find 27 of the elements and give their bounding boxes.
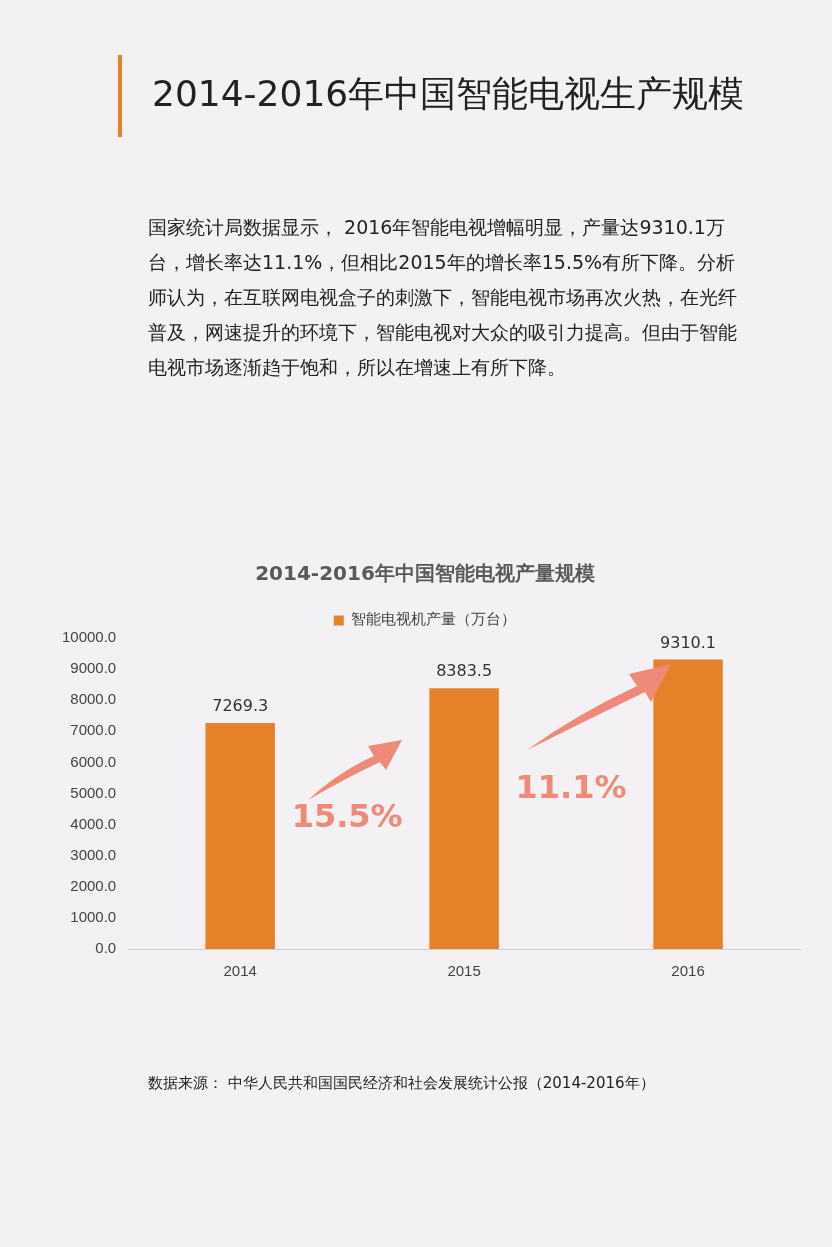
- y-tick-label: 4000.0: [70, 814, 117, 832]
- chart-title: 2014-2016年中国智能电视产量规模: [255, 561, 595, 586]
- annotation: 11.1%: [515, 767, 627, 806]
- bar: [429, 688, 499, 949]
- data-label: 8383.5: [436, 661, 493, 681]
- bar: [205, 722, 275, 949]
- data-label: 7269.3: [212, 696, 269, 716]
- text: 2014-2016年中国智能电视生产规模: [152, 72, 745, 116]
- y-tick-label: 8000.0: [70, 690, 117, 708]
- y-tick-label: 2000.0: [70, 876, 117, 894]
- y-tick-label: 7000.0: [70, 721, 117, 739]
- data-label: 9310.1: [660, 632, 717, 652]
- source-note: 数据来源： 中华人民共和国国民经济和社会发展统计公报（2014-2016年）: [148, 1074, 655, 1093]
- legend-label: 智能电视机产量（万台）: [351, 610, 517, 629]
- y-tick-label: 0.0: [95, 939, 117, 957]
- x-tick-label: 2014: [223, 962, 257, 980]
- bar: [653, 659, 723, 949]
- y-tick-label: 9000.0: [70, 659, 117, 677]
- x-tick-label: 2015: [447, 962, 481, 980]
- y-tick-label: 3000.0: [70, 845, 117, 863]
- annotation: 15.5%: [291, 796, 403, 835]
- y-tick-label: 1000.0: [70, 908, 117, 926]
- y-tick-label: 6000.0: [70, 752, 117, 770]
- x-tick-label: 2016: [671, 962, 705, 980]
- y-tick-label: 10000.0: [61, 628, 117, 646]
- text: 国家统计局数据显示， 2016年智能电视增幅明显，产量达9310.1万台，增长率达11.1%，但相比2015年的增长率15.5%有所下降。分析师认为，在互联网电视盒子的刺激下，智能电视市场再次火热，在光纤普及，网速提升的环境下，智能电视对大众的吸引力提高。但由于智能电视市场逐渐趋于饱和，所以在增速上有所下降。: [148, 215, 738, 380]
- y-tick-label: 5000.0: [70, 783, 117, 801]
